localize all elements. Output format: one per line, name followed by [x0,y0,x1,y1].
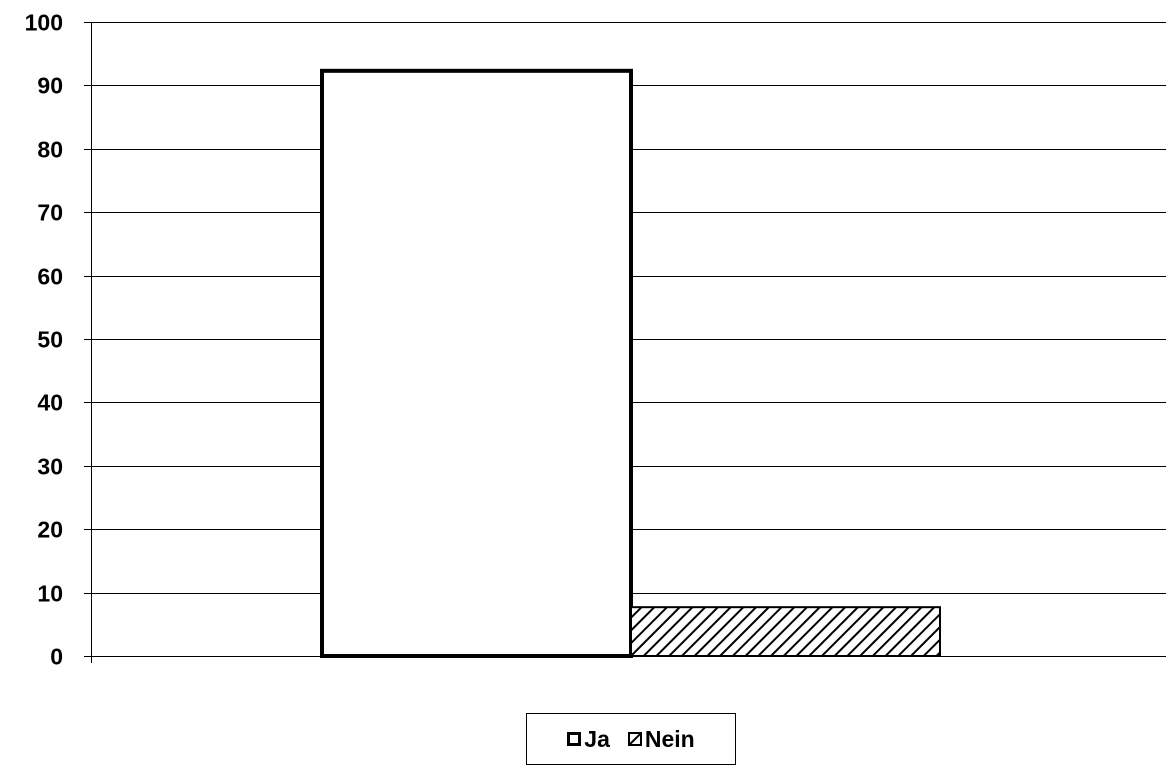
legend: Ja Nein [526,713,736,765]
y-tick-label: 40 [37,390,63,416]
legend-item-nein: Nein [627,725,695,753]
y-tick-label: 20 [37,517,63,543]
y-tick-labels: 0 10 20 30 40 50 60 70 80 90 100 [25,10,63,670]
bar-nein [630,606,941,658]
y-tick-label: 50 [37,327,63,353]
legend-swatch-nein [627,732,642,746]
y-tick-label: 0 [50,644,63,670]
bars [320,68,941,659]
y-tick-label: 10 [37,581,63,607]
y-tick-label: 80 [37,137,63,163]
legend-label-ja: Ja [584,725,610,752]
y-tick-label: 100 [25,10,63,36]
bar-chart: 0 10 20 30 40 50 60 70 80 90 100 [25,10,1166,670]
bar-ja [320,68,633,659]
y-tick-label: 70 [37,200,63,226]
legend-swatch-ja [567,732,582,746]
legend-label-nein: Nein [644,725,695,752]
legend-item-ja: Ja [567,726,610,753]
y-tick-label: 30 [37,454,63,480]
y-tick-label: 90 [37,73,63,99]
y-tick-label: 60 [37,264,63,290]
